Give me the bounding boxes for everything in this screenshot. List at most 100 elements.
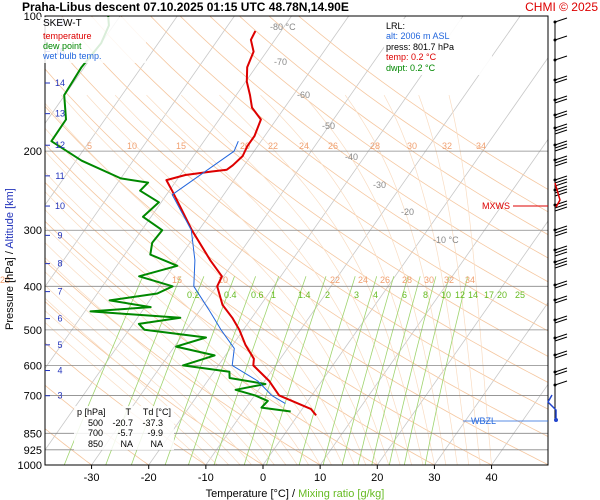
y-axis-label-sep: /: [4, 249, 16, 258]
level-table-header-p: p [hPa]: [77, 407, 106, 417]
wind-barb: [554, 191, 568, 197]
moist-adiabat-line: [448, 95, 492, 465]
level-table-row: 500 -20.7 -37.3: [77, 418, 171, 429]
wind-barb: [554, 248, 568, 254]
moist-adiabat-line: [45, 150, 332, 465]
legend-item-temperature: temperature: [43, 31, 92, 41]
moist-adiabat-line: [60, 94, 367, 465]
wind-barb: [554, 158, 568, 164]
dry-adiabat-line: [150, 16, 548, 307]
isotherm-line: [45, 16, 292, 369]
wind-barb: [554, 245, 568, 251]
wind-barb: [554, 295, 568, 301]
isotherm-label: -20: [401, 207, 414, 217]
isotherm-line: [148, 16, 464, 465]
wind-barb: [554, 251, 568, 257]
mixing-ratio-label: 0.4: [224, 290, 237, 300]
wind-barb: [554, 178, 568, 184]
level-table-header-td: Td [°C]: [142, 407, 171, 417]
wind-barb-dot: [553, 188, 557, 192]
mixing-ratio-line: [63, 276, 144, 465]
adiabat-label: 22: [268, 141, 278, 151]
altitude-tick-label: 11: [55, 171, 64, 181]
isotherm-line: [491, 383, 548, 465]
mixing-ratio-label: 14: [468, 290, 478, 300]
mixing-ratio-label: 25: [515, 290, 525, 300]
wind-barb-dot: [553, 203, 557, 207]
mixing-ratio-label: 1.4: [298, 290, 311, 300]
wind-barb: [554, 260, 568, 266]
level-table-cell: -37.3: [142, 417, 163, 428]
adiabat-label: 30: [424, 275, 434, 285]
series-line-dew-point: [50, 16, 291, 413]
level-table-cell: 500: [87, 417, 103, 428]
wind-barb-dot: [553, 98, 557, 102]
level-table-row: 700 -5.7 -9.9: [77, 428, 171, 439]
mixing-ratio-label: 20: [497, 290, 507, 300]
moist-adiabat-line: [45, 191, 310, 465]
isotherm-line: [91, 16, 407, 465]
plot-frame: [44, 15, 549, 466]
mixing-ratio-line: [403, 276, 450, 465]
level-table-cell: 700: [87, 428, 103, 439]
moist-adiabat-line: [303, 94, 447, 465]
mixing-ratio-line: [322, 276, 378, 465]
mixing-ratio-line: [243, 276, 307, 465]
x-tick-label: 20: [371, 472, 383, 484]
wind-barb-dot: [553, 370, 557, 374]
dry-adiabat-line: [268, 16, 548, 213]
x-axis-label-mixing: Mixing ratio [g/kg]: [298, 488, 384, 500]
wind-barb: [554, 280, 568, 286]
wind-barb: [554, 263, 568, 269]
chart-title: Praha-Libus descent 07.10.2025 01:15 UTC…: [22, 0, 349, 14]
x-tick-label: 0: [260, 472, 266, 484]
moist-adiabat-line: [45, 284, 241, 465]
wind-barb-dot: [553, 78, 557, 82]
level-table-cell: -5.7: [117, 428, 133, 439]
x-tick-label: -10: [198, 472, 214, 484]
adiabat-label: 10: [218, 275, 228, 285]
moist-adiabat-line: [383, 94, 470, 465]
y-axis-label: Pressure [hPa] / Altitude [km]: [4, 188, 16, 330]
adiabat-label: 5: [87, 141, 92, 151]
wind-barb-dot: [553, 248, 557, 252]
adiabat-label: 32: [442, 141, 452, 151]
level-table-cell: NA: [120, 438, 133, 449]
legend-box: SKEW-T temperature dew point wet bulb te…: [40, 17, 146, 63]
adiabat-label: 10: [127, 141, 137, 151]
wind-barb-dot: [553, 260, 557, 264]
wind-barb: [554, 353, 568, 359]
wind-barb: [554, 146, 568, 152]
moist-adiabat-line: [45, 102, 355, 465]
mixing-ratio-label: 4: [373, 290, 378, 300]
wind-barb: [554, 315, 568, 321]
isotherm-line: [434, 302, 548, 465]
wind-barb: [554, 140, 568, 146]
isotherm-group: [45, 16, 548, 465]
wind-barb-dot: [553, 336, 557, 340]
pressure-tick-label: 500: [24, 325, 42, 337]
wind-barb: [554, 283, 568, 289]
altitude-tick-label: 6: [57, 314, 62, 324]
lrl-dewpoint: dwpt: 0.2 °C: [386, 62, 436, 73]
altitude-tick-label: 12: [55, 140, 65, 150]
mixing-ratio-line: [213, 276, 280, 465]
moist-adiabat-line: [45, 271, 252, 465]
adiabat-label: 26: [380, 275, 390, 285]
pressure-tick-label: 200: [24, 146, 42, 158]
pressure-tick-label: 600: [24, 360, 42, 372]
mixing-ratio-label: 2: [325, 290, 330, 300]
mixing-ratio-line: [341, 276, 395, 465]
moist-adiabat-line: [45, 226, 287, 465]
wind-barb: [554, 113, 568, 119]
isotherm-line: [45, 16, 235, 288]
isotherm-label: -60: [297, 90, 310, 100]
x-tick-label: 30: [428, 472, 440, 484]
isotherm-label: -30: [373, 180, 386, 190]
altitude-tick-label: 4: [57, 366, 62, 376]
isotherm-label: -80 °C: [270, 22, 296, 32]
wind-barb: [554, 155, 568, 161]
x-axis-label-sep: /: [289, 488, 298, 500]
dry-adiabat-line: [209, 16, 548, 259]
pressure-tick-label: 300: [24, 225, 42, 237]
